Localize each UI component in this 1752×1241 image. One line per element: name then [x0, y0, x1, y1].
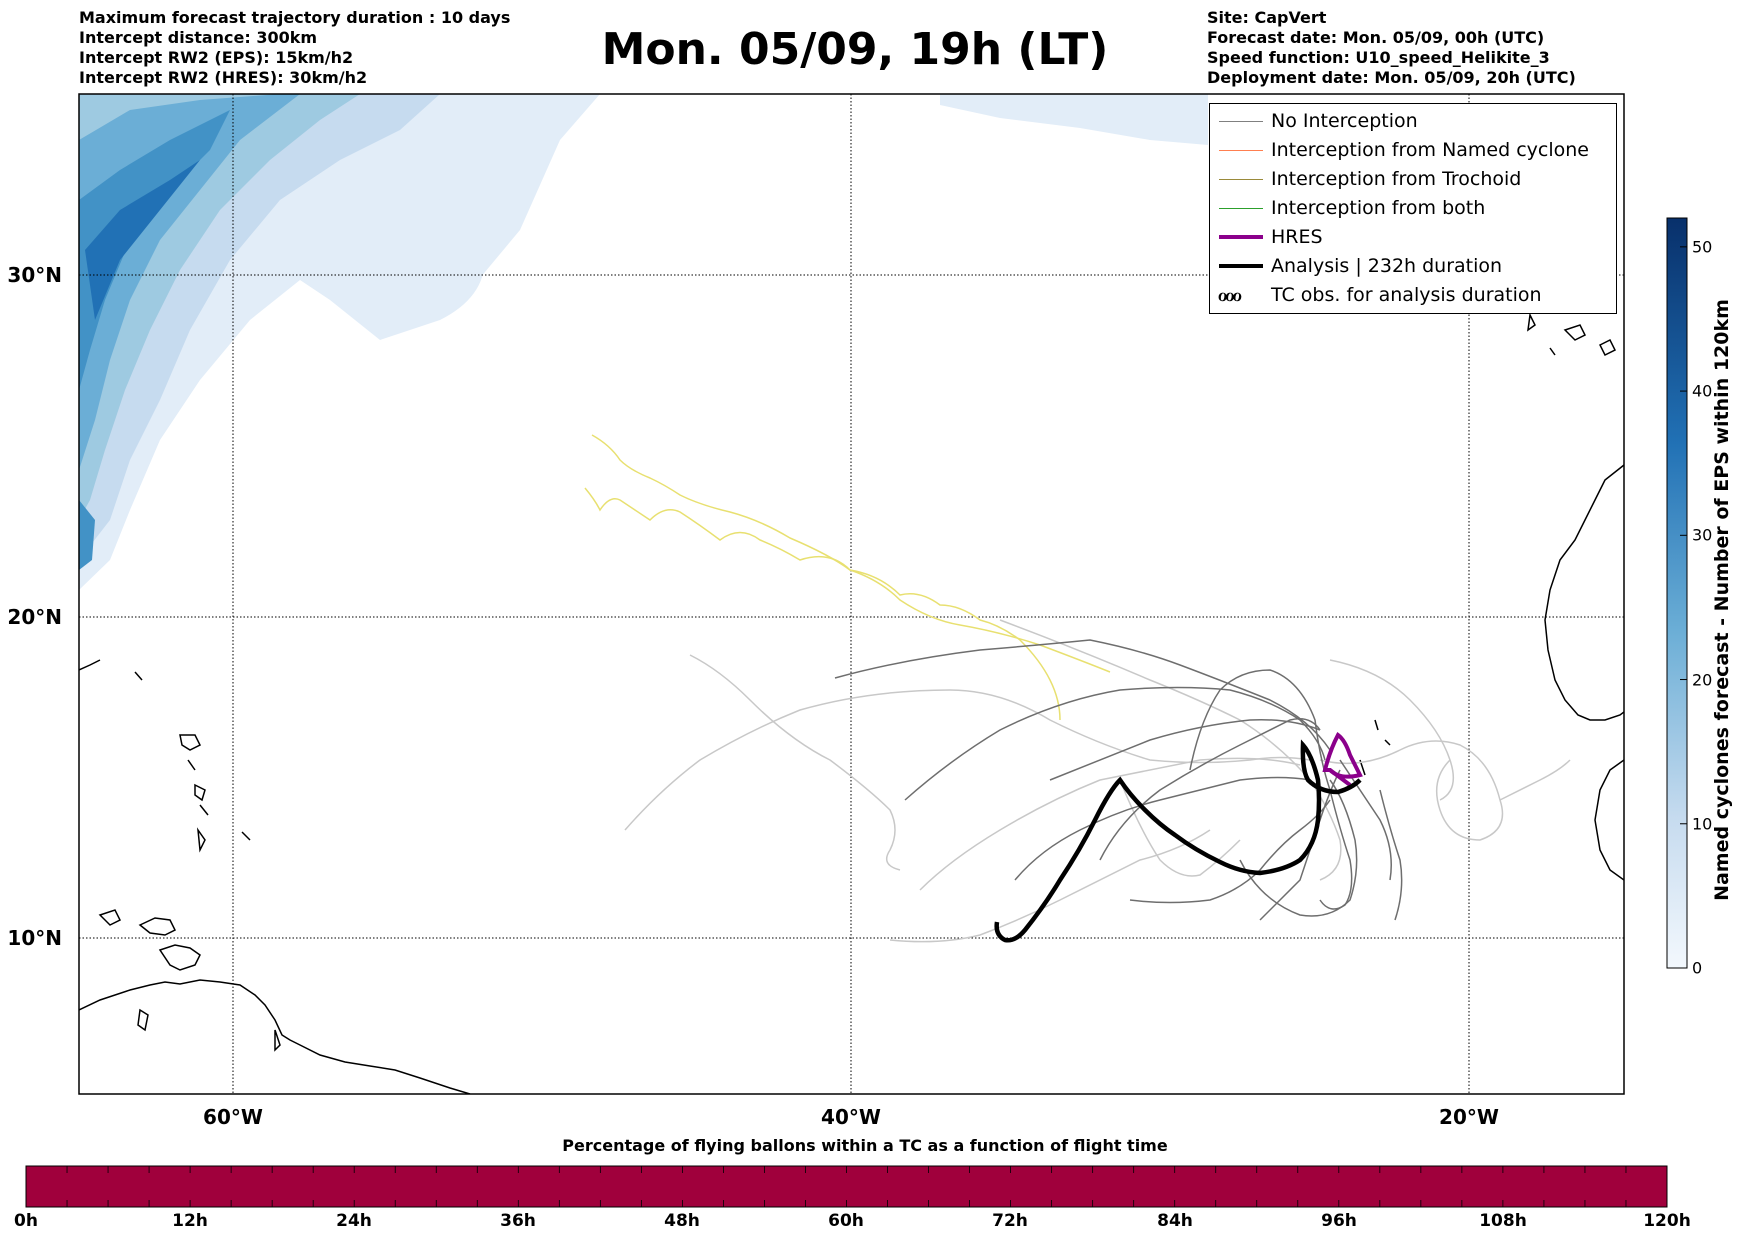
intercept-hres-text: Intercept RW2 (HRES): 30km/h2	[79, 68, 368, 87]
cyclone-symbol-icon: ℴℴℴ	[1218, 282, 1242, 306]
flight-time-bar	[25, 1165, 1668, 1208]
legend-line-icon	[1219, 150, 1263, 151]
legend-thick-line-icon	[1219, 264, 1263, 268]
flight-time-bar-title: Percentage of flying ballons within a TC…	[562, 1136, 1168, 1155]
analysis-track	[994, 739, 1362, 943]
cyclone-density-shading	[79, 94, 1208, 590]
legend-item-tc-obs: ℴℴℴ TC obs. for analysis duration	[1210, 281, 1616, 310]
intercept-eps-text: Intercept RW2 (EPS): 15km/h2	[79, 48, 354, 67]
flight-time-tick-label: 12h	[172, 1211, 208, 1231]
legend-line-icon	[1219, 179, 1263, 180]
colorbar	[1666, 217, 1688, 969]
flight-time-tick-label: 24h	[336, 1211, 372, 1231]
lon-label-20w: 20°W	[1439, 1105, 1499, 1129]
colorbar-tick-label: 50	[1692, 237, 1713, 257]
lat-label-10n: 10°N	[7, 926, 62, 950]
lat-label-20n: 20°N	[7, 605, 62, 629]
colorbar-tick-marks	[1680, 246, 1687, 969]
legend-item-named-cyclone: Interception from Named cyclone	[1210, 136, 1616, 165]
map-area	[79, 94, 1624, 1094]
flight-time-tick-label: 48h	[664, 1211, 700, 1231]
legend-label: No Interception	[1271, 110, 1418, 132]
legend-label: Interception from Named cyclone	[1271, 139, 1589, 161]
legend-label: HRES	[1271, 226, 1323, 248]
intercept-distance-text: Intercept distance: 300km	[79, 28, 318, 47]
flight-time-tick-label: 108h	[1479, 1211, 1527, 1231]
hres-track	[1322, 732, 1363, 779]
page-title: Mon. 05/09, 19h (LT)	[601, 24, 1109, 75]
legend-item-trochoid: Interception from Trochoid	[1210, 165, 1616, 194]
colorbar-title: Named cyclones forecast - Number of EPS …	[1711, 299, 1733, 901]
forecast-date-text: Forecast date: Mon. 05/09, 00h (UTC)	[1207, 28, 1545, 47]
header-right-info: Site: CapVert Forecast date: Mon. 05/09,…	[1207, 8, 1576, 88]
flight-time-tick-label: 72h	[992, 1211, 1028, 1231]
graticule	[79, 94, 1624, 1094]
colorbar-tick-label: 40	[1692, 381, 1713, 401]
legend-item-hres: HRES	[1210, 223, 1616, 252]
flight-time-tick-label: 84h	[1157, 1211, 1193, 1231]
flight-time-tick-label: 120h	[1643, 1211, 1691, 1231]
legend-item-both: Interception from both	[1210, 194, 1616, 223]
legend-thick-line-icon	[1219, 235, 1263, 239]
colorbar-tick-label: 0	[1692, 958, 1703, 978]
legend-line-icon	[1219, 208, 1263, 209]
colorbar-gradient	[1666, 217, 1688, 969]
colorbar-tick-label: 30	[1692, 525, 1713, 545]
legend-line-icon	[1219, 121, 1263, 122]
coastlines	[79, 312, 1624, 1094]
flight-time-tick-label: 36h	[500, 1211, 536, 1231]
flight-time-tick-label: 60h	[828, 1211, 864, 1231]
legend-label: Analysis | 232h duration	[1271, 255, 1503, 277]
header-left-info: Maximum forecast trajectory duration : 1…	[79, 8, 510, 88]
lon-label-40w: 40°W	[821, 1105, 881, 1129]
flight-time-tick-label: 96h	[1321, 1211, 1357, 1231]
map-frame	[78, 93, 1625, 1095]
legend-label: Interception from Trochoid	[1271, 168, 1522, 190]
legend: No Interception Interception from Named …	[1209, 103, 1617, 314]
legend-item-analysis: Analysis | 232h duration	[1210, 252, 1616, 281]
no-interception-light-tracks	[624, 619, 1571, 943]
hres-track-tail	[1328, 768, 1352, 787]
lon-label-60w: 60°W	[203, 1105, 263, 1129]
flight-time-tick-label: 0h	[14, 1211, 38, 1231]
max-duration-text: Maximum forecast trajectory duration : 1…	[79, 8, 511, 27]
forecast-yellow-tracks	[584, 434, 1111, 721]
colorbar-tick-label: 10	[1692, 814, 1713, 834]
lat-label-30n: 30°N	[7, 263, 62, 287]
speed-function-text: Speed function: U10_speed_Helikite_3	[1207, 48, 1550, 67]
legend-label: TC obs. for analysis duration	[1271, 284, 1542, 306]
colorbar-tick-label: 20	[1692, 670, 1713, 690]
legend-item-no-interception: No Interception	[1210, 107, 1616, 136]
site-text: Site: CapVert	[1207, 8, 1327, 27]
deployment-date-text: Deployment date: Mon. 05/09, 20h (UTC)	[1207, 68, 1576, 87]
flight-time-tick-marks	[25, 1166, 1668, 1207]
legend-label: Interception from both	[1271, 197, 1486, 219]
